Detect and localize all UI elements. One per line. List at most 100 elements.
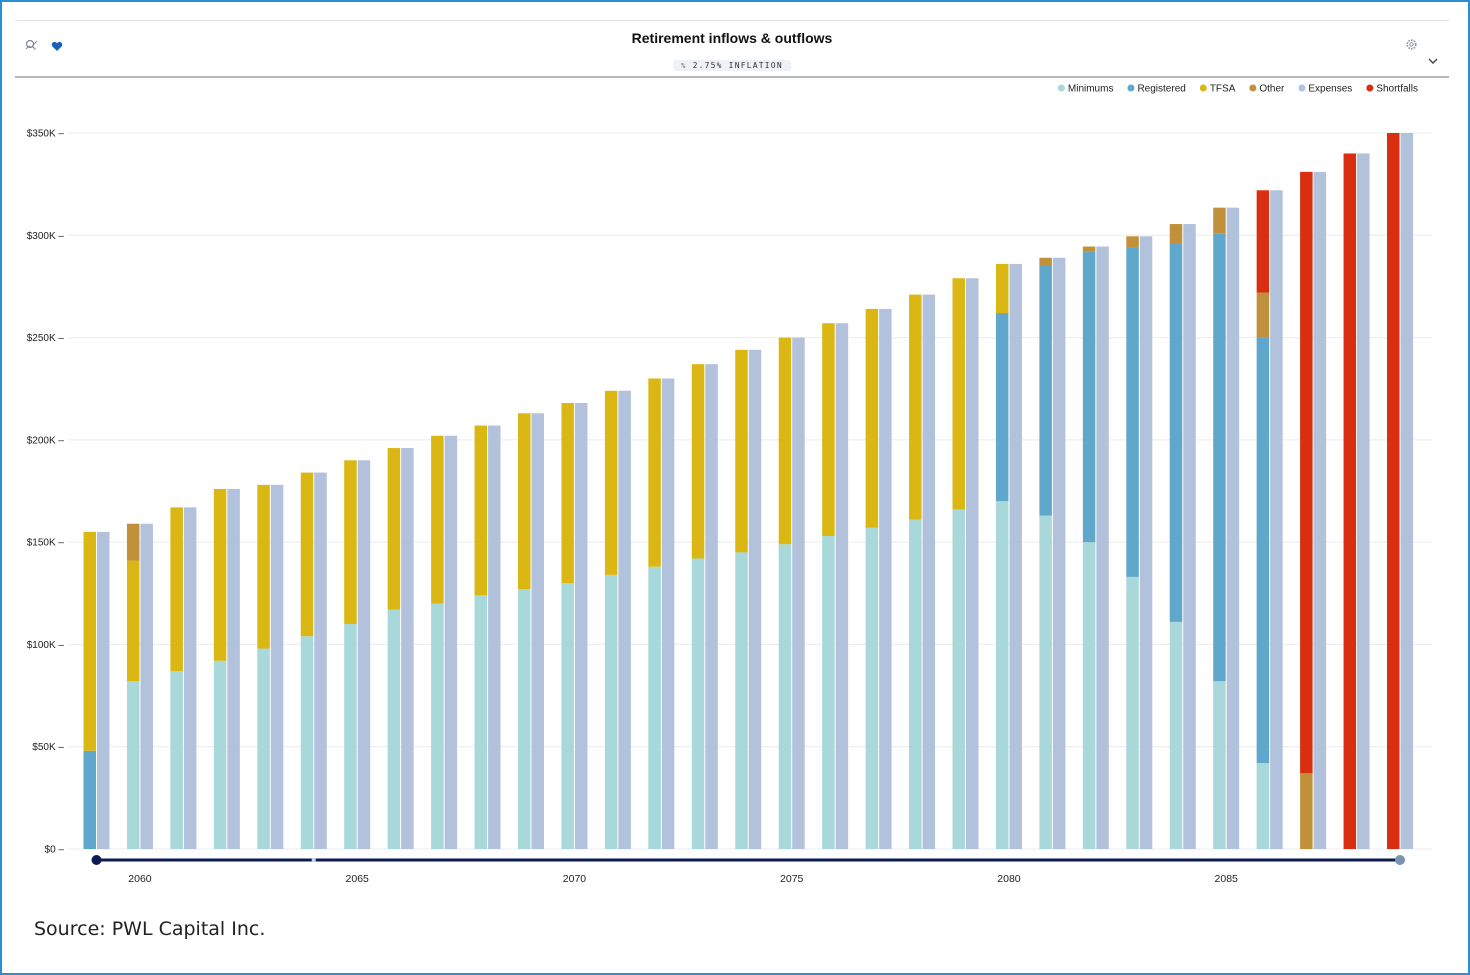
bar-expenses-2082[interactable] xyxy=(1096,246,1109,850)
bar-expenses-2088[interactable] xyxy=(1357,153,1370,849)
bar-registered-2083[interactable] xyxy=(1126,247,1139,577)
inflation-badge[interactable]: % 2.75% INFLATION xyxy=(673,60,791,71)
bar-minimums-2060[interactable] xyxy=(126,681,140,849)
bar-minimums-2063[interactable] xyxy=(257,648,270,849)
bar-tfsa-2062[interactable] xyxy=(213,488,227,661)
legend-item-shortfalls[interactable]: Shortfalls xyxy=(1366,84,1418,95)
bar-expenses-2061[interactable] xyxy=(183,507,197,849)
bar-tfsa-2078[interactable] xyxy=(909,294,922,520)
chevron-down-icon[interactable] xyxy=(1428,52,1438,70)
bar-tfsa-2080[interactable] xyxy=(995,263,1009,314)
range-slider[interactable] xyxy=(91,855,1406,865)
bar-expenses-2060[interactable] xyxy=(140,523,153,849)
bar-other-2083[interactable] xyxy=(1126,236,1139,248)
bar-expenses-2084[interactable] xyxy=(1183,224,1196,849)
bar-expenses-2065[interactable] xyxy=(357,460,371,849)
bar-expenses-2066[interactable] xyxy=(401,448,414,849)
bar-minimums-2071[interactable] xyxy=(604,574,618,849)
bar-tfsa-2070[interactable] xyxy=(561,403,574,584)
bar-tfsa-2063[interactable] xyxy=(257,484,270,649)
bar-tfsa-2072[interactable] xyxy=(648,378,661,567)
bar-tfsa-2060[interactable] xyxy=(126,560,140,682)
bar-expenses-2069[interactable] xyxy=(531,413,545,849)
bar-expenses-2067[interactable] xyxy=(444,435,458,849)
legend[interactable]: Minimums Registered TFSA Other Expenses Short… xyxy=(1057,84,1418,95)
bar-tfsa-2065[interactable] xyxy=(344,460,357,624)
bar-expenses-2076[interactable] xyxy=(835,323,849,849)
bar-minimums-2074[interactable] xyxy=(735,552,748,849)
bar-other-2086[interactable] xyxy=(1256,292,1270,338)
bar-minimums-2062[interactable] xyxy=(213,660,227,849)
bar-expenses-2071[interactable] xyxy=(618,390,631,849)
bar-expenses-2078[interactable] xyxy=(922,294,936,849)
bar-expenses-2086[interactable] xyxy=(1270,190,1283,849)
bar-minimums-2064[interactable] xyxy=(300,636,314,849)
settings-gear-icon[interactable] xyxy=(1405,38,1418,56)
heart-icon[interactable] xyxy=(51,39,63,57)
bar-expenses-2077[interactable] xyxy=(879,308,892,850)
bar-registered-2081[interactable] xyxy=(1039,265,1052,516)
bar-minimums-2083[interactable] xyxy=(1126,576,1139,849)
bar-tfsa-2068[interactable] xyxy=(474,425,488,596)
bar-minimums-2079[interactable] xyxy=(952,509,966,849)
bar-expenses-2072[interactable] xyxy=(661,378,675,849)
bar-expenses-2087[interactable] xyxy=(1313,171,1327,849)
bar-minimums-2077[interactable] xyxy=(865,527,879,849)
bar-minimums-2073[interactable] xyxy=(691,558,705,849)
bar-expenses-2079[interactable] xyxy=(966,278,979,849)
legend-item-registered[interactable]: Registered xyxy=(1127,84,1186,95)
bar-expenses-2074[interactable] xyxy=(748,349,762,849)
bar-tfsa-2067[interactable] xyxy=(431,435,444,604)
bar-minimums-2061[interactable] xyxy=(170,671,183,849)
bar-shortfalls-2089[interactable] xyxy=(1387,133,1400,849)
bar-other-2087[interactable] xyxy=(1300,773,1313,849)
bar-minimums-2086[interactable] xyxy=(1256,763,1270,849)
bar-expenses-2059[interactable] xyxy=(97,531,110,849)
bar-minimums-2070[interactable] xyxy=(561,583,574,849)
bar-registered-2086[interactable] xyxy=(1256,337,1270,764)
bar-other-2060[interactable] xyxy=(126,523,140,561)
bar-tfsa-2079[interactable] xyxy=(952,278,966,510)
legend-item-expenses[interactable]: Expenses xyxy=(1298,84,1352,95)
bar-expenses-2075[interactable] xyxy=(792,337,805,849)
bar-expenses-2064[interactable] xyxy=(314,472,327,849)
bar-tfsa-2071[interactable] xyxy=(604,390,618,575)
bar-expenses-2063[interactable] xyxy=(270,484,284,849)
bar-tfsa-2076[interactable] xyxy=(822,323,835,537)
bar-minimums-2068[interactable] xyxy=(474,595,488,849)
bar-tfsa-2073[interactable] xyxy=(691,364,705,559)
bar-expenses-2070[interactable] xyxy=(574,403,588,849)
bar-minimums-2067[interactable] xyxy=(431,603,444,849)
bar-other-2085[interactable] xyxy=(1213,207,1226,234)
bar-minimums-2084[interactable] xyxy=(1169,621,1183,849)
bar-shortfalls-2087[interactable] xyxy=(1300,171,1313,774)
legend-item-tfsa[interactable]: TFSA xyxy=(1199,84,1236,95)
bar-tfsa-2066[interactable] xyxy=(387,448,401,610)
bar-minimums-2066[interactable] xyxy=(387,609,401,849)
bar-shortfalls-2088[interactable] xyxy=(1343,153,1357,849)
bar-minimums-2080[interactable] xyxy=(995,501,1009,849)
bar-tfsa-2075[interactable] xyxy=(778,337,792,545)
bar-other-2082[interactable] xyxy=(1082,246,1096,252)
bar-minimums-2072[interactable] xyxy=(648,566,661,849)
bar-expenses-2062[interactable] xyxy=(227,488,240,849)
slider-end-handle[interactable] xyxy=(1395,855,1405,865)
bar-expenses-2081[interactable] xyxy=(1052,257,1066,849)
bar-minimums-2078[interactable] xyxy=(909,519,922,849)
bar-other-2081[interactable] xyxy=(1039,257,1052,266)
bar-tfsa-2064[interactable] xyxy=(300,472,314,637)
bar-shortfalls-2086[interactable] xyxy=(1256,190,1270,293)
bar-registered-2059[interactable] xyxy=(83,750,97,849)
bar-registered-2080[interactable] xyxy=(995,313,1009,502)
chart-zoom-icon[interactable] xyxy=(25,38,39,56)
bar-tfsa-2077[interactable] xyxy=(865,308,879,528)
bar-minimums-2085[interactable] xyxy=(1213,681,1226,849)
legend-item-minimums[interactable]: Minimums xyxy=(1057,84,1114,95)
bar-expenses-2089[interactable] xyxy=(1400,133,1414,849)
bar-tfsa-2074[interactable] xyxy=(735,349,748,553)
bar-registered-2082[interactable] xyxy=(1082,251,1096,543)
bar-minimums-2082[interactable] xyxy=(1082,542,1096,849)
bar-minimums-2076[interactable] xyxy=(822,536,835,849)
bar-expenses-2080[interactable] xyxy=(1009,263,1022,849)
bar-expenses-2085[interactable] xyxy=(1226,207,1240,849)
